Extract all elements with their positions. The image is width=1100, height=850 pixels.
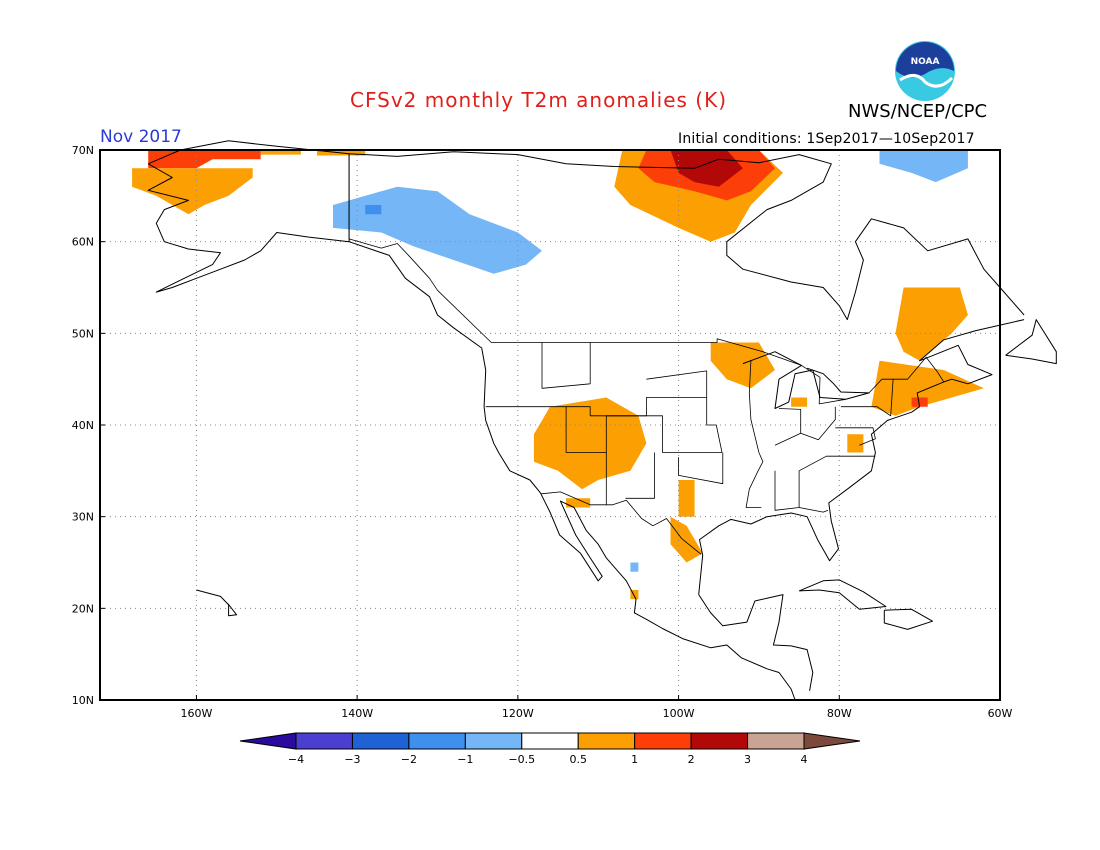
- political-borders: [348, 153, 945, 555]
- latitude-tick-label: 50N: [72, 327, 94, 340]
- logo-text: NOAA: [911, 57, 940, 67]
- anomaly-region: [630, 562, 639, 572]
- coastline: [1005, 319, 1057, 365]
- anomaly-region: [879, 150, 968, 183]
- political-border: [774, 455, 876, 511]
- latitude-tick-label: 20N: [72, 602, 94, 615]
- political-border: [625, 452, 655, 499]
- political-border: [835, 427, 876, 446]
- anomaly-region: [148, 150, 261, 169]
- coastline: [742, 351, 870, 409]
- legend-label: 0.5: [569, 753, 587, 766]
- anomaly-region: [791, 397, 808, 407]
- legend-arrow-high: [803, 732, 861, 750]
- anomaly-region: [670, 150, 743, 187]
- coastline: [349, 151, 1025, 321]
- political-border: [646, 370, 723, 453]
- latitude-tick-label: 40N: [72, 419, 94, 432]
- initial-conditions-label: Initial conditions: 1Sep2017—10Sep2017: [678, 131, 975, 147]
- anomaly-region: [333, 186, 542, 274]
- legend-label: 4: [801, 753, 808, 766]
- legend-label: −3: [344, 753, 360, 766]
- political-border: [774, 406, 836, 446]
- organization-label: NWS/NCEP/CPC: [848, 101, 988, 122]
- anomaly-region: [132, 168, 253, 215]
- longitude-tick-label: 100W: [663, 707, 695, 720]
- anomaly-region: [260, 150, 301, 155]
- anomaly-region: [670, 516, 703, 563]
- legend-arrow-low: [239, 732, 297, 750]
- longitude-tick-label: 140W: [341, 707, 373, 720]
- latitude-tick-label: 10N: [72, 694, 94, 707]
- political-border: [745, 360, 764, 508]
- longitude-tick-label: 60W: [988, 707, 1013, 720]
- political-border: [678, 452, 724, 485]
- coastline: [196, 589, 238, 617]
- coastline: [348, 241, 796, 701]
- anomaly-region: [365, 205, 382, 215]
- legend-bin: [351, 732, 410, 750]
- graticule: [100, 150, 1000, 700]
- anomaly-region: [566, 498, 591, 508]
- longitude-tick-label: 160W: [180, 707, 212, 720]
- political-border: [348, 153, 945, 405]
- longitude-tick-label: 80W: [827, 707, 852, 720]
- axis-ticks: 70N 60N 50N 40N 30N 20N 10N 160W 140W 120W 100W 80W…: [72, 144, 1013, 720]
- political-border: [541, 491, 702, 555]
- noaa-logo: NOAA: [895, 41, 955, 101]
- legend-bins: [239, 732, 861, 750]
- anomaly-region: [847, 434, 864, 453]
- legend-bin: [464, 732, 523, 750]
- political-border: [799, 507, 829, 513]
- political-border: [778, 408, 802, 434]
- legend-label: −2: [401, 753, 417, 766]
- valid-month-label: Nov 2017: [100, 127, 182, 147]
- legend-bin: [747, 732, 805, 750]
- legend-label: 3: [744, 753, 751, 766]
- legend-label: −4: [288, 753, 304, 766]
- coastline: [883, 608, 933, 630]
- legend-bin: [521, 732, 579, 750]
- coastlines: [147, 140, 1057, 701]
- anomaly-region: [710, 342, 775, 389]
- legend-bin: [295, 732, 353, 750]
- political-border: [840, 379, 894, 417]
- coastline: [798, 579, 887, 610]
- coastline: [698, 319, 1025, 595]
- latitude-tick-label: 60N: [72, 236, 94, 249]
- anomaly-region: [911, 397, 928, 407]
- legend-labels: −4 −3 −2 −1 −0.5 0.5 1 2 3 4: [288, 753, 808, 766]
- chart-title: CFSv2 monthly T2m anomalies (K): [350, 88, 727, 112]
- anomaly-regions: [132, 150, 984, 600]
- legend-bin: [408, 732, 466, 750]
- political-border: [541, 342, 591, 389]
- latitude-tick-label: 30N: [72, 511, 94, 524]
- political-border: [565, 406, 722, 453]
- legend-label: 2: [688, 753, 695, 766]
- anomaly-region: [678, 480, 695, 517]
- anomaly-region: [895, 287, 968, 361]
- longitude-tick-label: 120W: [502, 707, 534, 720]
- legend-label: 1: [631, 753, 638, 766]
- anomaly-region: [533, 397, 647, 490]
- legend-bin: [690, 732, 749, 750]
- legend-bin: [577, 732, 636, 750]
- latitude-tick-label: 70N: [72, 144, 94, 157]
- legend-label: −0.5: [508, 753, 535, 766]
- coastline: [698, 594, 814, 691]
- legend-bin: [634, 732, 692, 750]
- legend-label: −1: [457, 753, 473, 766]
